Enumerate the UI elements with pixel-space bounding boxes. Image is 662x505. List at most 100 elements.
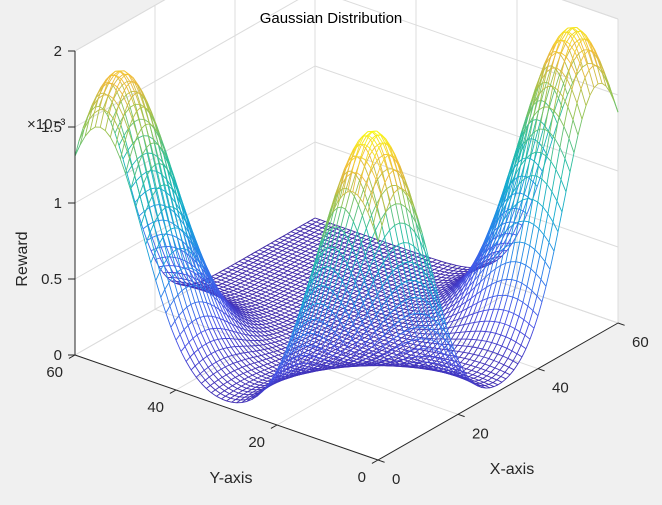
surface-mesh-line <box>245 284 251 288</box>
surface-mesh-line <box>273 337 280 342</box>
surface-mesh-line <box>260 306 266 310</box>
surface-mesh-line <box>263 265 269 269</box>
surface-mesh-line <box>404 263 411 266</box>
surface-mesh-line <box>492 229 498 239</box>
grid-line-floor-x <box>154 308 459 415</box>
surface-mesh-line <box>175 184 182 204</box>
surface-mesh-line <box>110 110 117 123</box>
surface-mesh-line <box>422 262 429 265</box>
surface-mesh-line <box>233 275 239 279</box>
surface-mesh-line <box>264 267 269 271</box>
surface-mesh-line <box>127 142 134 151</box>
surface-mesh-line <box>168 207 174 224</box>
surface-mesh-line <box>334 342 339 346</box>
surface-mesh-line <box>280 246 287 249</box>
surface-mesh-line <box>393 271 399 275</box>
surface-mesh-line <box>236 271 243 274</box>
surface-mesh-line <box>248 309 254 313</box>
surface-mesh-line <box>473 268 479 281</box>
surface-mesh-line <box>613 100 619 113</box>
surface-mesh-line <box>166 157 173 177</box>
surface-mesh-line <box>261 309 267 313</box>
surface-mesh-line <box>174 257 180 267</box>
surface-mesh-line <box>381 244 387 247</box>
surface-mesh-line <box>273 321 280 325</box>
surface-mesh-line <box>101 83 108 88</box>
surface-mesh-line <box>111 75 117 84</box>
surface-mesh-line <box>346 248 351 252</box>
surface-mesh-line <box>387 300 393 304</box>
surface-mesh-line <box>374 338 379 342</box>
surface-mesh-line <box>542 71 548 90</box>
surface-mesh-line <box>293 310 299 314</box>
surface-mesh-line <box>533 109 539 117</box>
surface-mesh-line <box>239 262 245 266</box>
surface-mesh-line <box>383 337 389 341</box>
surface-mesh-line <box>422 321 428 326</box>
surface-mesh-line <box>560 54 565 62</box>
surface-mesh-line <box>142 95 149 111</box>
surface-mesh-line <box>391 264 397 267</box>
surface-mesh-line <box>266 242 272 246</box>
surface-mesh-line <box>330 275 336 279</box>
surface-mesh-line <box>333 269 338 273</box>
surface-mesh-line <box>252 259 258 263</box>
surface-mesh-line <box>260 255 266 259</box>
surface-mesh-line <box>372 295 378 299</box>
surface-mesh-line <box>357 237 362 241</box>
surface-mesh-line <box>326 243 332 247</box>
surface-mesh-line <box>289 314 296 318</box>
surface-mesh-line <box>302 222 308 226</box>
surface-mesh-line <box>301 271 307 275</box>
surface-mesh-line <box>131 93 136 98</box>
surface-mesh-line <box>239 278 245 282</box>
surface-mesh-line <box>301 253 307 256</box>
surface-mesh-line <box>318 321 325 325</box>
surface-mesh-line <box>377 334 383 337</box>
surface-mesh-line <box>290 282 296 286</box>
surface-mesh-line <box>416 256 423 260</box>
surface-mesh-line <box>431 319 438 322</box>
surface-mesh-line <box>569 35 575 45</box>
surface-mesh-line <box>296 322 302 326</box>
surface-mesh-line <box>270 291 275 295</box>
surface-mesh-line <box>559 32 565 41</box>
surface-mesh-line <box>268 265 273 269</box>
surface-mesh-line <box>272 316 278 319</box>
surface-mesh-line <box>255 302 260 306</box>
surface-mesh-line <box>332 337 338 340</box>
surface-mesh-line <box>387 318 393 322</box>
surface-mesh-line <box>314 217 321 221</box>
surface-mesh-line <box>578 49 584 54</box>
surface-mesh-line <box>302 275 308 279</box>
surface-mesh-line <box>272 248 278 252</box>
surface-mesh-line <box>346 303 352 307</box>
surface-mesh-line <box>230 281 236 284</box>
surface-mesh-line <box>367 279 374 283</box>
surface-mesh-line <box>550 52 556 58</box>
surface-mesh-line <box>272 299 277 303</box>
surface-mesh-line <box>578 53 584 68</box>
surface-mesh-line <box>415 252 422 256</box>
surface-mesh-line <box>301 340 307 343</box>
surface-mesh-line <box>164 256 170 266</box>
surface-mesh-line <box>397 251 403 255</box>
surface-mesh-line <box>97 94 104 100</box>
surface-mesh-line <box>368 244 373 248</box>
surface-mesh-line <box>244 297 250 300</box>
surface-mesh-line <box>355 319 361 323</box>
surface-mesh-line <box>286 302 292 306</box>
surface-mesh-line <box>259 267 265 271</box>
surface-mesh-line <box>519 144 525 155</box>
surface-mesh-line <box>252 262 259 265</box>
surface-mesh-line <box>289 260 295 263</box>
surface-mesh-line <box>436 273 441 277</box>
surface-mesh-line <box>315 325 321 329</box>
surface-mesh-line <box>357 255 362 259</box>
grid-line-wall-z <box>74 65 316 204</box>
surface-mesh-line <box>523 194 529 198</box>
surface-mesh-line <box>88 105 94 120</box>
surface-mesh-line <box>546 67 552 73</box>
surface-mesh-line <box>390 328 395 332</box>
surface-mesh-line <box>262 327 269 332</box>
